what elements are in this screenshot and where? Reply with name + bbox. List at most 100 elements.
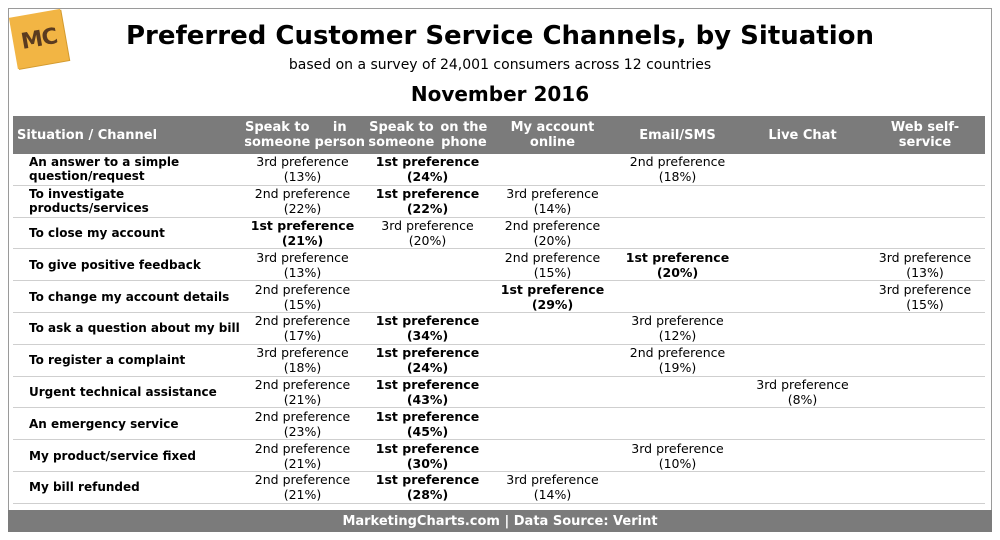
preference-cell: 1st preference (21%) [240,218,365,249]
situation-label: To close my account [13,218,240,249]
situation-label: An answer to a simple question/request [13,154,240,185]
empty-cell [865,472,985,503]
preference-percent: (22%) [406,201,449,217]
situation-label-text: To close my account [29,225,165,240]
empty-cell [615,472,740,503]
table-row: To investigate products/services 2nd prefe… [13,186,985,218]
preference-rank: 3rd preference [506,472,599,488]
table-row: My bill refunded 2nd preference (21%) 1st p… [13,472,985,504]
preference-cell: 1st preference (28%) [365,472,490,503]
situation-label-text: An answer to a simple [29,155,180,170]
empty-cell [865,154,985,185]
preference-percent: (24%) [406,360,449,376]
table-row: My product/service fixed 2nd preference (2… [13,440,985,472]
preference-cell: 1st preference (30%) [365,440,490,471]
preference-percent: (21%) [283,487,322,503]
empty-cell [490,345,615,376]
empty-cell [615,281,740,312]
preference-percent: (13%) [283,169,322,185]
situation-label-text: products/services [29,201,149,216]
preference-rank: 3rd preference [631,313,724,329]
situation-label: My product/service fixed [13,440,240,471]
column-header-text: Web self-service [890,120,960,150]
column-header: Speak to someone in person [240,116,365,154]
situation-label-text: To change my account details [29,289,230,304]
preference-cell: 1st preference (34%) [365,313,490,344]
preference-percent: (10%) [658,455,697,471]
preference-rank: 2nd preference [254,408,351,424]
empty-cell [365,281,490,312]
table-row: To ask a question about my bill 2nd prefe… [13,313,985,345]
empty-cell [740,186,865,217]
preference-cell: 1st preference (43%) [365,377,490,408]
preference-percent: (43%) [406,391,449,407]
preference-percent: (14%) [533,201,572,217]
preference-cell: 2nd preference (21%) [240,472,365,503]
preference-percent: (21%) [283,391,322,407]
empty-cell [615,186,740,217]
preference-rank: 1st preference [250,217,355,233]
situation-label: My bill refunded [13,472,240,503]
empty-cell [740,472,865,503]
preference-percent: (15%) [533,264,572,280]
empty-cell [490,408,615,439]
preference-cell: 3rd preference (13%) [240,154,365,185]
preference-percent: (21%) [281,232,324,248]
column-header: Email/SMS [615,116,740,154]
empty-cell [490,313,615,344]
preference-rank: 2nd preference [629,345,726,361]
preference-percent: (34%) [406,328,449,344]
preference-percent: (14%) [533,487,572,503]
preference-rank: 1st preference [375,408,480,424]
preference-rank: 3rd preference [878,249,972,265]
situation-label-text: To investigate [29,187,125,202]
preference-percent: (24%) [406,169,449,185]
preference-rank: 3rd preference [506,186,599,202]
preference-rank: 3rd preference [256,345,349,361]
empty-cell [740,345,865,376]
column-header-text: Live Chat [768,127,837,143]
table-row: To register a complaint 3rd preference (18… [13,345,985,377]
preference-percent: (45%) [406,423,449,439]
column-header-text: on the phone [440,120,488,150]
empty-cell [490,154,615,185]
preference-rank: 2nd preference [254,376,351,392]
chart-frame [8,8,992,532]
preference-cell: 2nd preference (21%) [240,440,365,471]
empty-cell [740,249,865,280]
preference-cell: 2nd preference (22%) [240,186,365,217]
preference-cell: 1st preference (29%) [490,281,615,312]
preference-percent: (13%) [283,264,322,280]
column-header-text: Speak to someone [368,120,435,150]
preference-cell: 3rd preference (14%) [490,472,615,503]
situation-label-text: To ask a question about my bill [29,321,240,336]
preference-rank: 1st preference [375,376,480,392]
preference-rank: 3rd preference [256,249,349,265]
preference-percent: (13%) [906,264,944,280]
column-header: Speak to someone on the phone [365,116,490,154]
column-header: Live Chat [740,116,865,154]
preference-cell: 3rd preference (18%) [240,345,365,376]
preference-rank: 2nd preference [254,281,351,297]
preference-rank: 2nd preference [504,249,601,265]
preference-percent: (22%) [283,201,322,217]
column-header-text: Email/SMS [639,127,716,143]
preference-cell: 2nd preference (15%) [490,249,615,280]
chart-subtitle: based on a survey of 24,001 consumers ac… [288,57,712,73]
empty-cell [865,440,985,471]
source-footer: MarketingCharts.com | Data Source: Verin… [8,510,992,532]
empty-cell [740,440,865,471]
preference-cell: 1st preference (24%) [365,154,490,185]
empty-cell [865,345,985,376]
situation-label-text: My product/service fixed [29,448,196,463]
table-header: Situation / Channel Speak to someone in p… [13,116,985,154]
preference-rank: 1st preference [375,345,480,361]
situation-label: To register a complaint [13,345,240,376]
empty-cell [740,218,865,249]
empty-cell [490,440,615,471]
preference-rank: 2nd preference [629,154,726,170]
empty-cell [865,377,985,408]
empty-cell [740,408,865,439]
preference-rank: 1st preference [625,249,730,265]
empty-cell [615,408,740,439]
